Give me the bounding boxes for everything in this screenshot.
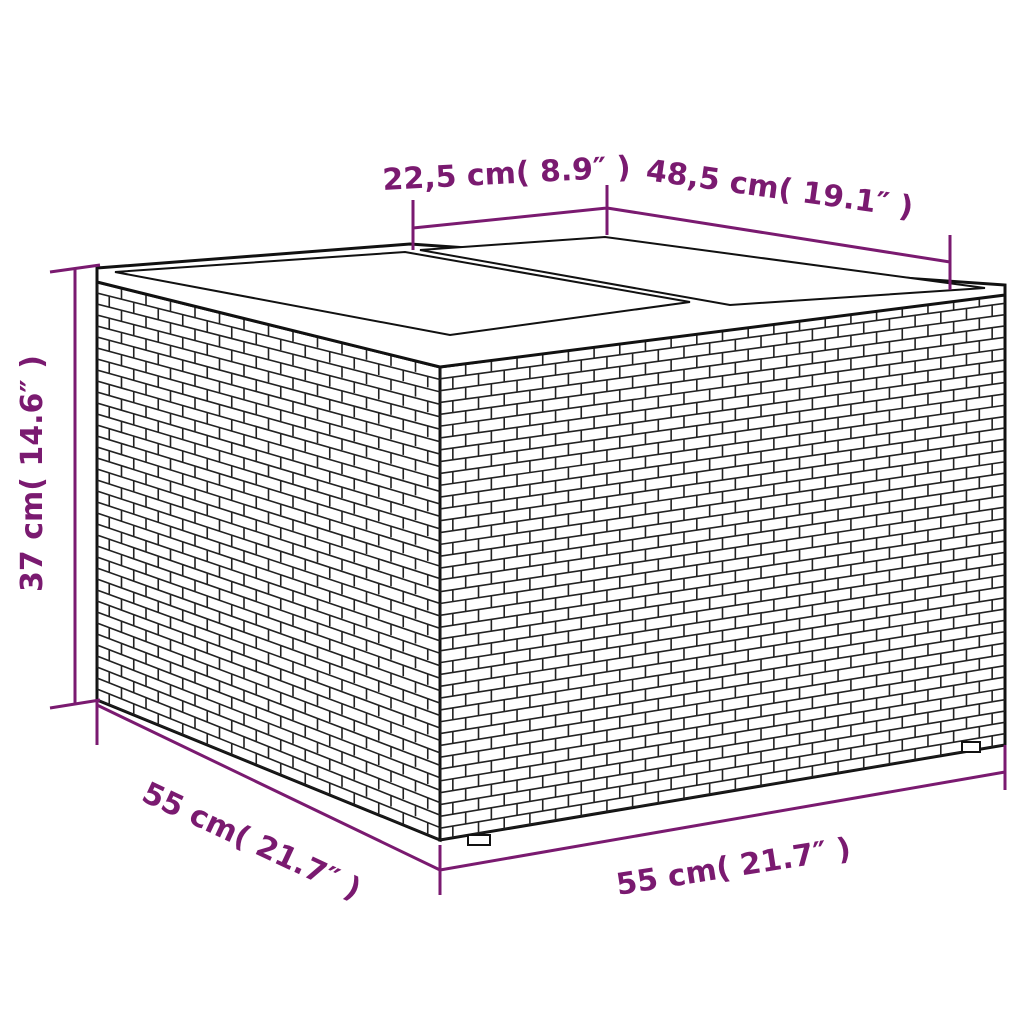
weave-strand <box>97 468 440 580</box>
foot-right <box>961 741 981 753</box>
weave-strand <box>440 642 1005 735</box>
right-weave <box>440 292 1005 840</box>
lid-length-label: 48,5 cm( 19.1″ ) <box>644 153 916 225</box>
weave-strand <box>440 551 1005 640</box>
weave-strand <box>440 596 1005 688</box>
weave-strand <box>440 710 1005 806</box>
weave-strand <box>440 415 1005 498</box>
weave-strand <box>440 302 1005 380</box>
weave-strand <box>97 314 440 406</box>
weave-strand <box>440 393 1005 475</box>
weave-strand <box>440 438 1005 522</box>
glass-panel-right <box>419 235 986 307</box>
weave-strand <box>97 413 440 518</box>
weave-strand <box>97 490 440 605</box>
weave-strand <box>440 370 1005 451</box>
weave-strand <box>97 380 440 480</box>
width-label: 55 cm( 21.7″ ) <box>614 831 854 903</box>
weave-strand <box>440 732 1005 829</box>
weave-strand <box>97 600 440 729</box>
weave-strand <box>97 677 440 816</box>
height-label: 37 cm( 14.6″ ) <box>15 355 50 592</box>
weave-strand <box>440 664 1005 759</box>
height-line <box>49 263 101 710</box>
weave-strand <box>97 435 440 543</box>
left-weave <box>97 282 440 840</box>
weave-strand <box>97 523 440 642</box>
weave-strand <box>97 556 440 679</box>
lid-length-line <box>606 206 952 290</box>
weave-strand <box>440 506 1005 593</box>
foot-front <box>467 834 491 846</box>
weave-strand <box>440 325 1005 404</box>
weave-strand <box>97 336 440 431</box>
weave-strand <box>440 461 1005 546</box>
dimension-lines <box>49 185 1007 895</box>
weave-strand <box>97 424 440 530</box>
weave-strand <box>97 325 440 418</box>
weave-strand <box>97 589 440 717</box>
weave-strand <box>440 483 1005 569</box>
weave-strand <box>97 347 440 443</box>
weave-strand <box>440 574 1005 664</box>
weave-strand <box>97 292 440 381</box>
weave-strand <box>97 358 440 455</box>
weave-strand <box>440 619 1005 711</box>
width-line <box>439 745 1007 872</box>
glass-panel-left <box>114 250 691 337</box>
weave-strand <box>97 622 440 754</box>
weave-strand <box>440 687 1005 782</box>
weave-strand <box>97 578 440 704</box>
weave-strand <box>440 529 1005 617</box>
weave-strand <box>97 402 440 505</box>
weave-strand <box>97 446 440 555</box>
weave-strand <box>97 644 440 779</box>
weave-strand <box>97 501 440 617</box>
wicker-box <box>95 235 1007 846</box>
weave-strand <box>97 512 440 630</box>
weave-strand <box>97 688 440 829</box>
lid-width-label: 22,5 cm( 8.9″ ) <box>382 150 632 198</box>
lid-width-line <box>411 185 609 250</box>
weave-strand <box>440 347 1005 427</box>
weave-strand <box>97 534 440 655</box>
weave-strand <box>97 666 440 804</box>
